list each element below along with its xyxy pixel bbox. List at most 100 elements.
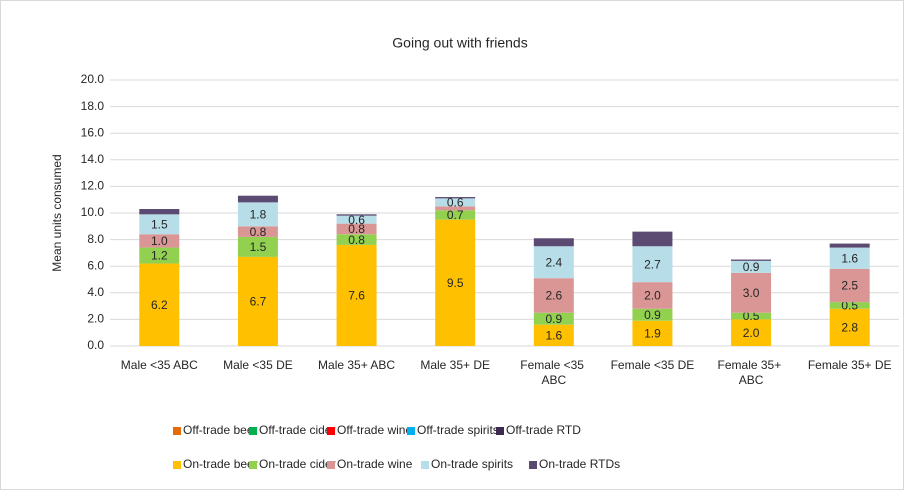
bar-segment	[731, 319, 772, 346]
legend-label: Off-trade RTD	[506, 423, 581, 437]
bar-segment	[731, 259, 772, 261]
legend-label: Off-trade spirits	[417, 423, 499, 437]
bar-segment	[336, 234, 377, 245]
y-tick-label: 8.0	[87, 232, 104, 246]
bar-segment	[435, 219, 476, 346]
y-tick-label: 20.0	[81, 72, 105, 86]
bar-segment	[533, 246, 574, 279]
bar-segment	[632, 308, 673, 321]
bar-segment	[336, 223, 377, 235]
data-label: 2.0	[743, 326, 760, 340]
legend-swatch	[173, 427, 181, 435]
bar-segment	[139, 234, 180, 248]
x-tick-label: Male 35+ ABC	[318, 358, 395, 372]
legend-label: On-trade RTDs	[539, 457, 620, 471]
bar-segment	[533, 278, 574, 313]
data-label: 9.5	[447, 276, 464, 290]
data-label: 0.9	[644, 308, 661, 322]
bar-segment	[139, 209, 180, 215]
y-tick-label: 12.0	[81, 179, 105, 193]
bar-segment	[435, 206, 476, 211]
data-label: 0.8	[348, 222, 365, 236]
x-tick-label: Female 35+ ABC	[718, 358, 785, 387]
data-label: 2.0	[644, 289, 661, 303]
data-label: 1.5	[151, 217, 168, 231]
data-label: 3.0	[743, 286, 760, 300]
data-label: 1.8	[250, 208, 267, 222]
bar-segment	[632, 231, 673, 247]
bar-segment	[829, 308, 870, 346]
data-label: 0.7	[447, 208, 464, 222]
bar-segment	[336, 215, 377, 224]
data-label: 0.8	[348, 233, 365, 247]
legend-swatch	[249, 461, 257, 469]
x-tick-label: Female <35 ABC	[520, 358, 587, 387]
chart-title: Going out with friends	[392, 35, 527, 51]
x-tick-label: Male <35 ABC	[121, 358, 198, 372]
bar-segment	[237, 226, 278, 237]
y-tick-label: 6.0	[87, 258, 104, 272]
bar-segment	[632, 246, 673, 283]
data-label: 2.6	[545, 289, 562, 303]
bar-segment	[731, 272, 772, 313]
data-label: 2.5	[841, 279, 858, 293]
bar-segment	[731, 260, 772, 273]
data-label: 2.4	[545, 255, 562, 269]
data-label: 2.7	[644, 257, 661, 271]
bar-segment	[336, 244, 377, 346]
legend-swatch	[173, 461, 181, 469]
y-tick-label: 14.0	[81, 152, 105, 166]
y-tick-label: 10.0	[81, 205, 105, 219]
bar-segment	[829, 243, 870, 248]
legend-swatch	[327, 427, 335, 435]
bar-segment	[533, 312, 574, 325]
y-tick-label: 4.0	[87, 285, 104, 299]
data-label: 1.2	[151, 249, 168, 263]
x-tick-label: Male 35+ DE	[420, 358, 490, 372]
data-label: 1.6	[841, 251, 858, 265]
bar-segment	[829, 302, 870, 309]
bar-segment	[237, 236, 278, 257]
legend-swatch	[249, 427, 257, 435]
x-tick-label: Female 35+ DE	[808, 358, 892, 372]
legend-label: On-trade spirits	[431, 457, 513, 471]
data-label: 0.9	[743, 260, 760, 274]
y-tick-label: 16.0	[81, 125, 105, 139]
data-label: 7.6	[348, 289, 365, 303]
legend-label: On-trade wine	[337, 457, 413, 471]
legend-swatch	[327, 461, 335, 469]
data-label: 0.9	[545, 312, 562, 326]
bar-segment	[533, 238, 574, 247]
data-label: 1.0	[151, 234, 168, 248]
legend-label: On-trade cider	[259, 457, 336, 471]
bar-segment	[237, 202, 278, 227]
data-label: 6.2	[151, 298, 168, 312]
data-label: 1.5	[250, 240, 267, 254]
bar-segment	[632, 320, 673, 346]
legend-label: Off-trade beer	[183, 423, 257, 437]
data-label: 1.9	[644, 327, 661, 341]
bar-segment	[829, 268, 870, 303]
data-label: 0.6	[447, 196, 464, 210]
bar-segment	[139, 263, 180, 346]
bar-segment	[435, 198, 476, 207]
bar-segment	[237, 256, 278, 346]
bar-segment	[139, 214, 180, 235]
bar-segment	[435, 210, 476, 220]
y-tick-label: 0.0	[87, 338, 104, 352]
bar-segment	[237, 195, 278, 203]
legend-label: Off-trade cider	[259, 423, 335, 437]
bar-segment	[731, 312, 772, 320]
y-axis-label: Mean units consumed	[50, 154, 64, 271]
data-label: 1.6	[545, 329, 562, 343]
y-tick-label: 18.0	[81, 99, 105, 113]
x-tick-label: Male <35 DE	[223, 358, 293, 372]
bar-segment	[829, 247, 870, 269]
legend-swatch	[421, 461, 429, 469]
y-tick-label: 2.0	[87, 312, 104, 326]
bar-segment	[632, 282, 673, 309]
data-label: 0.6	[348, 213, 365, 227]
x-tick-label: Female <35 DE	[611, 358, 695, 372]
